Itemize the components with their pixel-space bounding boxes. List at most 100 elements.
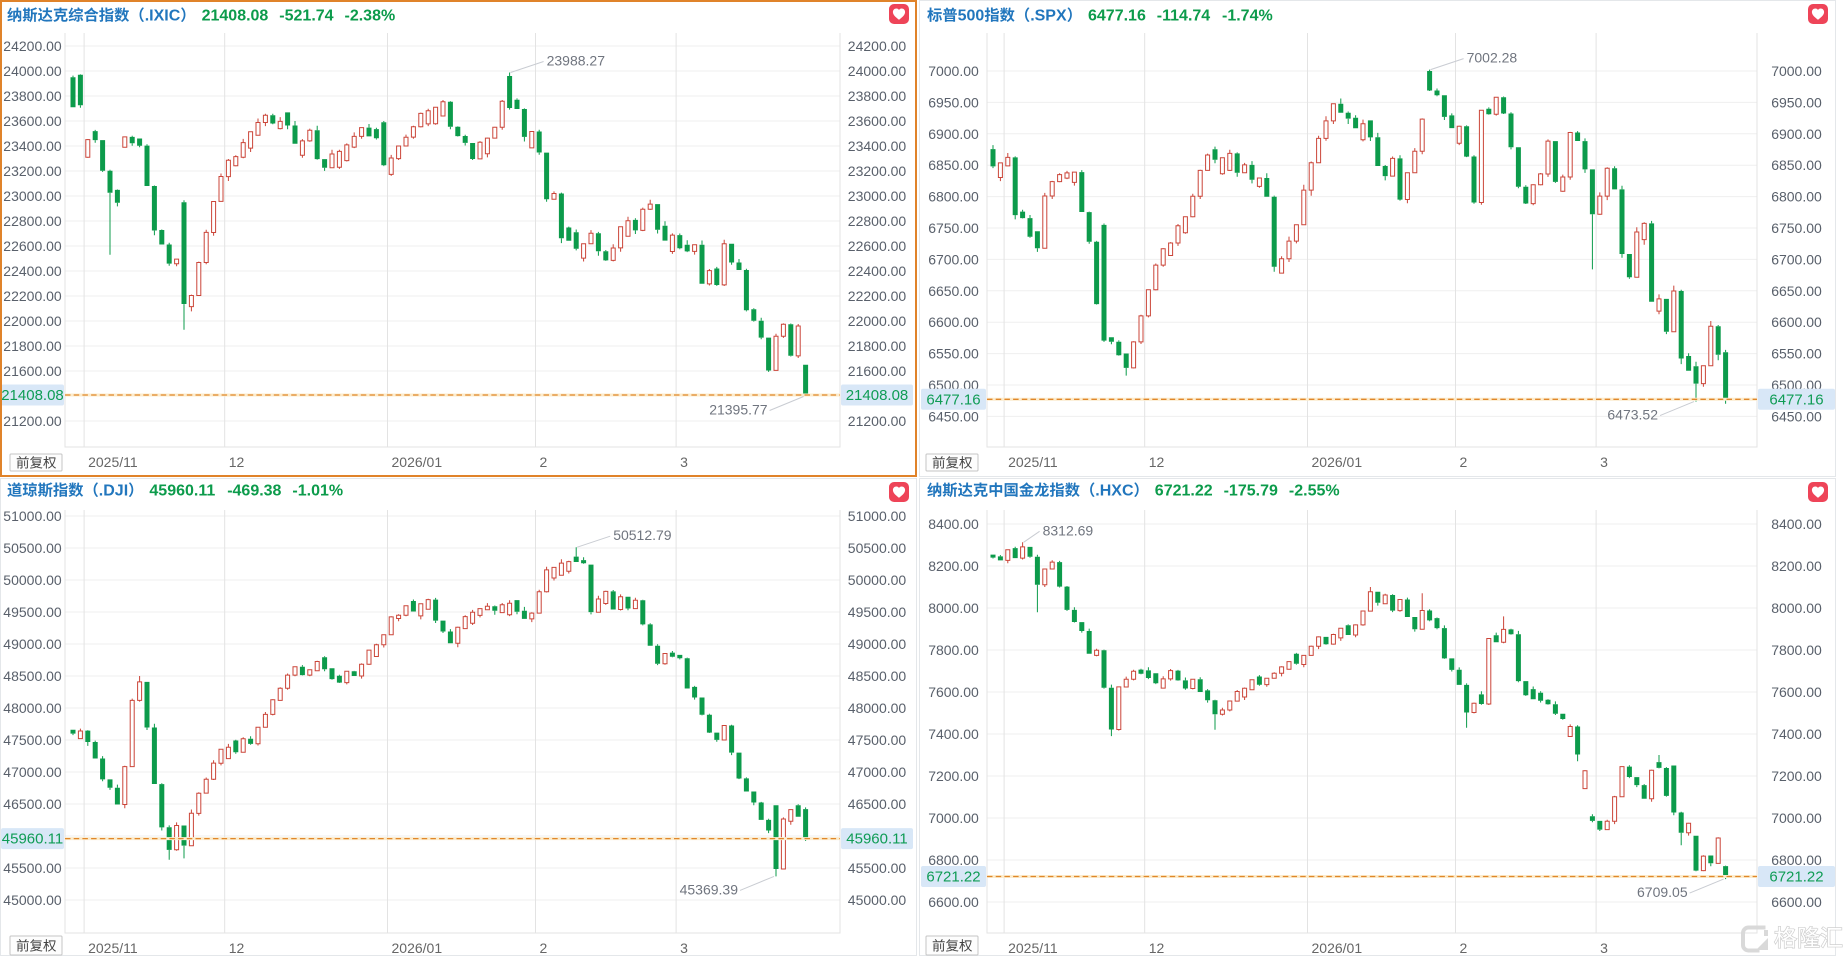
svg-text:51000.00: 51000.00 <box>848 508 907 524</box>
svg-text:23988.27: 23988.27 <box>547 53 606 69</box>
svg-text:48500.00: 48500.00 <box>848 668 907 684</box>
svg-text:6477.16: 6477.16 <box>1769 391 1823 408</box>
svg-text:6900.00: 6900.00 <box>928 126 979 142</box>
svg-text:23400.00: 23400.00 <box>3 138 62 154</box>
svg-text:23600.00: 23600.00 <box>848 113 907 129</box>
svg-text:12: 12 <box>1149 940 1165 956</box>
svg-text:.IXIC: .IXIC <box>145 8 181 25</box>
svg-text:22000.00: 22000.00 <box>3 313 62 329</box>
svg-text:7400.00: 7400.00 <box>1771 726 1822 742</box>
svg-text:45960.11: 45960.11 <box>846 831 907 848</box>
svg-text:23400.00: 23400.00 <box>848 138 907 154</box>
svg-text:2026/01: 2026/01 <box>392 454 443 470</box>
svg-text:45000.00: 45000.00 <box>3 892 62 908</box>
svg-text:6450.00: 6450.00 <box>928 408 979 424</box>
svg-text:50512.79: 50512.79 <box>613 527 672 543</box>
svg-text:6950.00: 6950.00 <box>928 94 979 110</box>
svg-text:-175.79: -175.79 <box>1224 483 1278 500</box>
svg-text:6700.00: 6700.00 <box>928 251 979 267</box>
svg-text:500: 500 <box>958 8 985 25</box>
svg-text:21800.00: 21800.00 <box>848 338 907 354</box>
svg-text:6721.22: 6721.22 <box>1769 869 1823 886</box>
svg-text:45960.11: 45960.11 <box>149 483 215 500</box>
svg-text:22200.00: 22200.00 <box>3 288 62 304</box>
svg-text:-521.74: -521.74 <box>279 8 333 25</box>
svg-text:46500.00: 46500.00 <box>3 796 62 812</box>
svg-text:7000.00: 7000.00 <box>1771 810 1822 826</box>
svg-text:12: 12 <box>229 454 245 470</box>
svg-text:21800.00: 21800.00 <box>3 338 62 354</box>
svg-text:22400.00: 22400.00 <box>848 263 907 279</box>
svg-text:6800.00: 6800.00 <box>1771 852 1822 868</box>
svg-text:2: 2 <box>540 454 548 470</box>
svg-text:21600.00: 21600.00 <box>848 363 907 379</box>
svg-text:45500.00: 45500.00 <box>3 860 62 876</box>
svg-text:21395.77: 21395.77 <box>709 402 768 418</box>
svg-text:6473.52: 6473.52 <box>1607 407 1658 423</box>
svg-text:12: 12 <box>1149 454 1165 470</box>
svg-text:50000.00: 50000.00 <box>848 572 907 588</box>
svg-text:.SPX: .SPX <box>1030 8 1067 25</box>
svg-text:22200.00: 22200.00 <box>848 288 907 304</box>
svg-text:3: 3 <box>680 940 688 956</box>
svg-text:21408.08: 21408.08 <box>1 387 64 404</box>
svg-text:7400.00: 7400.00 <box>928 726 979 742</box>
svg-text:6700.00: 6700.00 <box>1771 251 1822 267</box>
svg-text:49000.00: 49000.00 <box>3 636 62 652</box>
svg-text:45369.39: 45369.39 <box>680 881 739 897</box>
svg-text:6750.00: 6750.00 <box>1771 220 1822 236</box>
svg-text:2025/11: 2025/11 <box>88 940 138 956</box>
svg-text:7200.00: 7200.00 <box>1771 768 1822 784</box>
svg-text:3: 3 <box>1600 454 1608 470</box>
svg-text:24200.00: 24200.00 <box>3 38 62 54</box>
svg-text:-2.55%: -2.55% <box>1289 483 1340 500</box>
svg-text:8000.00: 8000.00 <box>1771 600 1822 616</box>
svg-text:7600.00: 7600.00 <box>928 684 979 700</box>
svg-text:3: 3 <box>680 454 688 470</box>
svg-text:22800.00: 22800.00 <box>3 213 62 229</box>
svg-text:2025/11: 2025/11 <box>1008 454 1058 470</box>
svg-text:6850.00: 6850.00 <box>1771 157 1822 173</box>
svg-text:48000.00: 48000.00 <box>3 700 62 716</box>
svg-text:7002.28: 7002.28 <box>1467 50 1518 66</box>
svg-text:8200.00: 8200.00 <box>1771 558 1822 574</box>
svg-text:-1.01%: -1.01% <box>292 483 343 500</box>
svg-text:49000.00: 49000.00 <box>848 636 907 652</box>
svg-text:23800.00: 23800.00 <box>848 88 907 104</box>
svg-text:6477.16: 6477.16 <box>1088 8 1146 25</box>
svg-text:47500.00: 47500.00 <box>848 732 907 748</box>
svg-text:7000.00: 7000.00 <box>928 810 979 826</box>
svg-text:6709.05: 6709.05 <box>1637 884 1688 900</box>
svg-text:7600.00: 7600.00 <box>1771 684 1822 700</box>
svg-text:6721.22: 6721.22 <box>1155 483 1213 500</box>
svg-text:21408.08: 21408.08 <box>202 8 269 25</box>
svg-text:23000.00: 23000.00 <box>848 188 907 204</box>
svg-text:2025/11: 2025/11 <box>88 454 138 470</box>
svg-text:21200.00: 21200.00 <box>3 413 62 429</box>
svg-text:21600.00: 21600.00 <box>3 363 62 379</box>
svg-text:6600.00: 6600.00 <box>1771 894 1822 910</box>
svg-text:2026/01: 2026/01 <box>392 940 443 956</box>
svg-text:47000.00: 47000.00 <box>848 764 907 780</box>
svg-text:45000.00: 45000.00 <box>848 892 907 908</box>
svg-text:2026/01: 2026/01 <box>1312 454 1363 470</box>
svg-text:2025/11: 2025/11 <box>1008 940 1058 956</box>
svg-text:50500.00: 50500.00 <box>848 540 907 556</box>
svg-text:23200.00: 23200.00 <box>3 163 62 179</box>
svg-text:8312.69: 8312.69 <box>1043 522 1094 538</box>
svg-text:6800.00: 6800.00 <box>928 189 979 205</box>
svg-text:6950.00: 6950.00 <box>1771 94 1822 110</box>
svg-text:23000.00: 23000.00 <box>3 188 62 204</box>
svg-text:6600.00: 6600.00 <box>928 894 979 910</box>
svg-text:6450.00: 6450.00 <box>1771 408 1822 424</box>
svg-text:49500.00: 49500.00 <box>848 604 907 620</box>
svg-text:24000.00: 24000.00 <box>3 63 62 79</box>
svg-text:7000.00: 7000.00 <box>1771 63 1822 79</box>
svg-text:8400.00: 8400.00 <box>928 516 979 532</box>
svg-text:23200.00: 23200.00 <box>848 163 907 179</box>
svg-text:45960.11: 45960.11 <box>2 831 63 848</box>
svg-text:6600.00: 6600.00 <box>928 314 979 330</box>
svg-text:6800.00: 6800.00 <box>928 852 979 868</box>
svg-text:3: 3 <box>1600 940 1608 956</box>
svg-text:-2.38%: -2.38% <box>345 8 396 25</box>
